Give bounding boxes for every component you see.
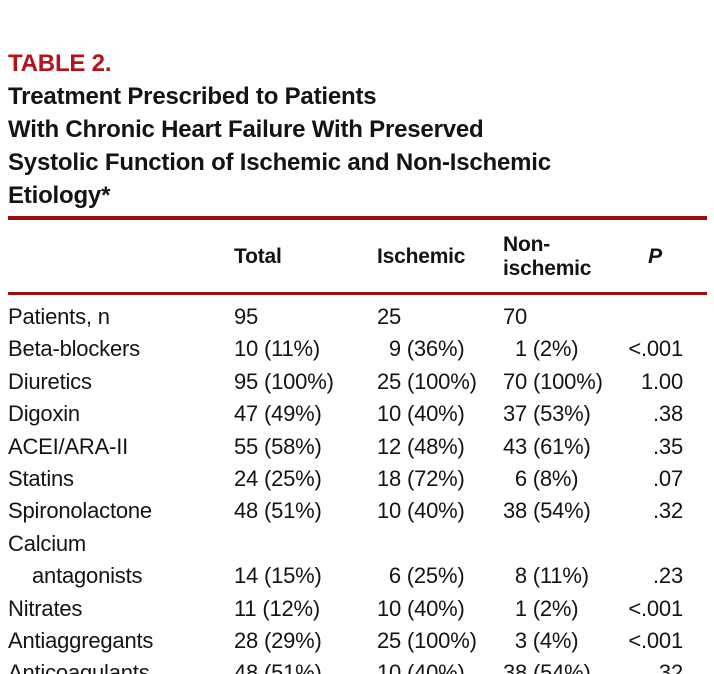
table-row: Patients, n 95 25 70 [8, 294, 707, 334]
ischemic-cell: 10 (40%) [377, 401, 465, 427]
row-label: Diuretics [8, 368, 92, 394]
nonischemic-cell: 38 (54%) [503, 498, 591, 524]
table-row: Digoxin 47 (49%) 10 (40%) 37 (53%) .38 [8, 398, 707, 430]
table-row: ACEI/ARA-II 55 (58%) 12 (48%) 43 (61%) .… [8, 431, 707, 463]
p-cell: .32 [653, 660, 683, 674]
row-label: Anticoagulants [8, 660, 150, 674]
total-cell: 11 (12%) [234, 595, 321, 621]
table-title-text: Treatment Prescribed to Patients With Ch… [8, 83, 551, 209]
nonischemic-cell: 43 (61%) [503, 433, 591, 459]
table-title: TABLE 2. Treatment Prescribed to Patient… [8, 14, 708, 212]
total-cell: 24 (25%) [234, 466, 322, 492]
total-cell: 10 (11%) [234, 336, 321, 362]
nonischemic-cell: 38 (54%) [503, 660, 591, 674]
p-cell: <.001 [628, 628, 683, 654]
p-cell: .07 [653, 466, 683, 492]
ischemic-cell: 25 (100%) [377, 628, 477, 654]
nonischemic-cell: 70 (100%) [503, 368, 603, 394]
row-label: Spironolactone [8, 498, 152, 524]
col-header-p: P [613, 220, 707, 295]
p-cell: .23 [653, 563, 683, 589]
row-label: ACEI/ARA-II [8, 433, 129, 459]
table-row: Beta-blockers 10 (11%) 9 (36%) 1 (2%) <.… [8, 333, 707, 365]
table-row: Diuretics 95 (100%) 25 (100%) 70 (100%) … [8, 366, 707, 398]
total-cell [231, 528, 374, 560]
p-cell: <.001 [628, 595, 683, 621]
table-row: antagonists 14 (15%) 6 (25%) 8 (11%) .23 [8, 560, 707, 592]
p-cell: .35 [653, 433, 683, 459]
total-cell: 95 (100%) [234, 368, 334, 394]
row-label: Calcium [8, 530, 87, 556]
row-label: antagonists [32, 563, 143, 589]
p-cell: 1.00 [640, 368, 683, 394]
nonischemic-cell: 1 (2%) [503, 336, 579, 362]
col-header-ischemic: Ischemic [374, 220, 500, 295]
table-header: Total Ischemic Non-ischemic P [8, 220, 707, 295]
table-row: Calcium [8, 528, 707, 560]
table-number-label: TABLE 2. [8, 50, 112, 77]
total-cell: 55 (58%) [234, 433, 322, 459]
p-cell: .32 [653, 498, 683, 524]
table-row: Antiaggregants 28 (29%) 25 (100%) 3 (4%)… [8, 625, 707, 657]
nonischemic-cell: 3 (4%) [503, 628, 579, 654]
total-cell: 95 [234, 304, 259, 329]
nonischemic-cell: 1 (2%) [503, 595, 579, 621]
row-label: Nitrates [8, 595, 83, 621]
row-label: Patients, n [8, 304, 110, 329]
total-cell: 48 (51%) [234, 660, 322, 674]
ischemic-cell: 25 [377, 304, 402, 329]
p-cell [613, 528, 707, 560]
nonischemic-cell: 8 (11%) [503, 563, 589, 589]
top-rule [8, 216, 707, 220]
total-cell: 28 (29%) [234, 628, 322, 654]
ischemic-cell: 10 (40%) [377, 660, 465, 674]
total-cell: 14 (15%) [234, 563, 322, 589]
col-header-nonischemic: Non-ischemic [500, 220, 613, 295]
total-cell: 47 (49%) [234, 401, 322, 427]
col-header-total: Total [231, 220, 374, 295]
ischemic-cell: 18 (72%) [377, 466, 465, 492]
ischemic-cell: 10 (40%) [377, 595, 465, 621]
ischemic-cell: 25 (100%) [377, 368, 477, 394]
ischemic-cell: 12 (48%) [377, 433, 465, 459]
row-label: Antiaggregants [8, 628, 154, 654]
p-cell [613, 294, 707, 334]
table-row: Nitrates 11 (12%) 10 (40%) 1 (2%) <.001 [8, 593, 707, 625]
p-cell: <.001 [628, 336, 683, 362]
nonischemic-cell: 6 (8%) [503, 466, 579, 492]
table-row: Spironolactone 48 (51%) 10 (40%) 38 (54%… [8, 495, 707, 527]
total-cell: 48 (51%) [234, 498, 322, 524]
header-row: Total Ischemic Non-ischemic P [8, 220, 707, 295]
nonischemic-cell: 70 [503, 304, 528, 329]
ischemic-cell: 6 (25%) [377, 563, 465, 589]
col-header-drug [8, 220, 231, 295]
nonischemic-cell [500, 528, 613, 560]
row-label: Statins [8, 466, 74, 492]
table-row: Anticoagulants 48 (51%) 10 (40%) 38 (54%… [8, 657, 707, 674]
treatment-table: Total Ischemic Non-ischemic P Patients, … [8, 220, 707, 674]
row-label: Digoxin [8, 401, 80, 427]
nonischemic-cell: 37 (53%) [503, 401, 591, 427]
ischemic-cell: 9 (36%) [377, 336, 465, 362]
ischemic-cell [374, 528, 500, 560]
row-label: Beta-blockers [8, 336, 140, 362]
p-cell: .38 [653, 401, 683, 427]
table-row: Statins 24 (25%) 18 (72%) 6 (8%) .07 [8, 463, 707, 495]
table-body: Patients, n 95 25 70 Beta-blockers 10 (1… [8, 294, 707, 674]
ischemic-cell: 10 (40%) [377, 498, 465, 524]
